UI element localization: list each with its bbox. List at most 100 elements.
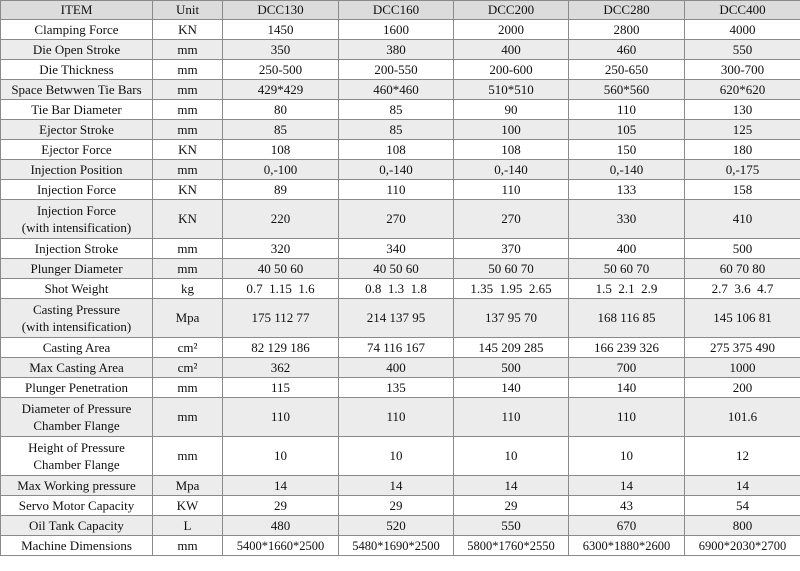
value-cell: 54	[684, 495, 800, 516]
value-cell: 10	[222, 436, 339, 476]
table-row: Tie Bar Diameter mm 80 85 90 110 130	[0, 99, 800, 120]
value-cell: 50 60 70	[568, 258, 685, 279]
item-label: Injection Force	[36, 182, 117, 197]
item-label: Injection Force	[36, 203, 117, 218]
item-label: Plunger Penetration	[25, 380, 128, 395]
value-cell: 10	[568, 436, 685, 476]
item-cell: Servo Motor Capacity	[0, 495, 153, 516]
value-cell: 0,-140	[568, 159, 685, 180]
value-cell: 110	[338, 179, 454, 200]
value-cell: 5480*1690*2500	[338, 535, 454, 556]
value-cell: 0.8 1.3 1.8	[338, 278, 454, 299]
header-unit: Unit	[152, 0, 223, 20]
value-cell: 2000	[453, 19, 569, 40]
value-cell: 108	[338, 139, 454, 160]
value-cell: 429*429	[222, 79, 339, 100]
item-label: Max Casting Area	[29, 360, 124, 375]
value-cell: 550	[684, 39, 800, 60]
value-cell: 108	[222, 139, 339, 160]
value-cell: 200	[684, 377, 800, 398]
value-cell: 100	[453, 119, 569, 140]
unit-cell: mm	[152, 39, 223, 60]
value-cell: 1000	[684, 357, 800, 378]
value-cell: 0,-140	[338, 159, 454, 180]
header-model: DCC160	[338, 0, 454, 20]
value-cell: 40 50 60	[338, 258, 454, 279]
value-cell: 550	[453, 515, 569, 536]
unit-cell: mm	[152, 119, 223, 140]
table-row: Diameter of Pressure Chamber Flange mm 110 1…	[0, 397, 800, 437]
value-cell: 90	[453, 99, 569, 120]
table-row: Casting Pressure (with intensification) Mp…	[0, 298, 800, 338]
value-cell: 89	[222, 179, 339, 200]
value-cell: 150	[568, 139, 685, 160]
value-cell: 330	[568, 199, 685, 239]
value-cell: 14	[684, 475, 800, 496]
value-cell: 175 112 77	[222, 298, 339, 338]
value-cell: 110	[568, 397, 685, 437]
item-label: Casting Pressure	[32, 302, 121, 317]
value-cell: 270	[338, 199, 454, 239]
value-cell: 12	[684, 436, 800, 476]
value-cell: 220	[222, 199, 339, 239]
value-cell: 140	[453, 377, 569, 398]
value-cell: 10	[453, 436, 569, 476]
unit-cell: KW	[152, 495, 223, 516]
item-cell: Machine Dimensions	[0, 535, 153, 556]
unit-cell: cm²	[152, 357, 223, 378]
item-label: Plunger Diameter	[30, 261, 123, 276]
value-cell: 460*460	[338, 79, 454, 100]
table-row: Shot Weight kg 0.7 1.15 1.6 0.8 1.3 1.8 1.35…	[0, 278, 800, 299]
table-row: Ejector Force KN 108 108 108 150 180	[0, 139, 800, 160]
value-cell: 0.7 1.15 1.6	[222, 278, 339, 299]
item-cell: Casting Pressure (with intensification)	[0, 298, 153, 338]
item-cell: Max Working pressure	[0, 475, 153, 496]
item-label: Chamber Flange	[33, 418, 120, 433]
value-cell: 145 106 81	[684, 298, 800, 338]
value-cell: 5800*1760*2550	[453, 535, 569, 556]
item-cell: Die Open Stroke	[0, 39, 153, 60]
item-label: Max Working pressure	[17, 478, 136, 493]
header-model: DCC200	[453, 0, 569, 20]
table-row: Injection Position mm 0,-100 0,-140 0,-140 0,…	[0, 159, 800, 180]
table-row: Servo Motor Capacity KW 29 29 29 43 54	[0, 495, 800, 516]
value-cell: 101.6	[684, 397, 800, 437]
value-cell: 85	[338, 119, 454, 140]
value-cell: 4000	[684, 19, 800, 40]
table-row: Injection Force KN 89 110 110 133 158	[0, 179, 800, 200]
value-cell: 145 209 285	[453, 337, 569, 358]
value-cell: 140	[568, 377, 685, 398]
value-cell: 800	[684, 515, 800, 536]
value-cell: 1.5 2.1 2.9	[568, 278, 685, 299]
value-cell: 250-650	[568, 59, 685, 80]
item-label: Machine Dimensions	[21, 538, 132, 553]
value-cell: 350	[222, 39, 339, 60]
value-cell: 320	[222, 238, 339, 259]
value-cell: 115	[222, 377, 339, 398]
value-cell: 133	[568, 179, 685, 200]
unit-cell: cm²	[152, 337, 223, 358]
item-cell: Height of Pressure Chamber Flange	[0, 436, 153, 476]
item-cell: Ejector Force	[0, 139, 153, 160]
item-label: (with intensification)	[21, 220, 132, 235]
value-cell: 125	[684, 119, 800, 140]
item-label: Die Open Stroke	[32, 42, 121, 57]
item-cell: Plunger Diameter	[0, 258, 153, 279]
table-row: Plunger Diameter mm 40 50 60 40 50 60 50 60 …	[0, 258, 800, 279]
value-cell: 500	[684, 238, 800, 259]
table-row: Die Open Stroke mm 350 380 400 460 550	[0, 39, 800, 60]
item-cell: Injection Force	[0, 179, 153, 200]
unit-cell: mm	[152, 238, 223, 259]
unit-cell: mm	[152, 397, 223, 437]
item-cell: Space Betwwen Tie Bars	[0, 79, 153, 100]
table-row: Oil Tank Capacity L 480 520 550 670 800	[0, 515, 800, 536]
value-cell: 14	[568, 475, 685, 496]
item-cell: Injection Force (with intensification)	[0, 199, 153, 239]
unit-cell: mm	[152, 258, 223, 279]
value-cell: 510*510	[453, 79, 569, 100]
value-cell: 2.7 3.6 4.7	[684, 278, 800, 299]
item-label: Servo Motor Capacity	[18, 498, 135, 513]
table-row: Max Working pressure Mpa 14 14 14 14 14	[0, 475, 800, 496]
value-cell: 362	[222, 357, 339, 378]
unit-cell: mm	[152, 436, 223, 476]
